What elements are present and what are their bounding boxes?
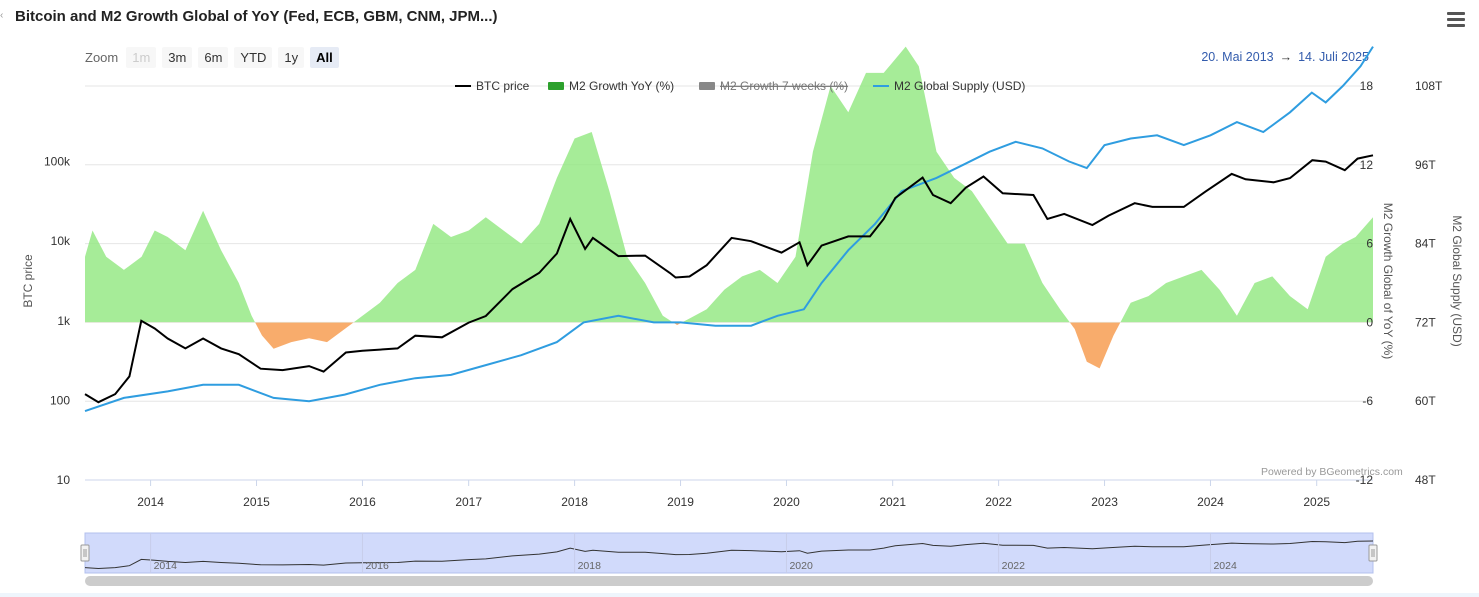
legend-item[interactable]: M2 Growth 7 weeks (%) [699,79,848,93]
zoom-button-ytd[interactable]: YTD [234,47,273,68]
m2-supply-axis-tick: 60T [1415,394,1436,408]
x-axis-tick: 2014 [137,495,164,509]
btc-axis-title: BTC price [21,254,35,308]
m2-growth-area [85,46,1373,369]
m2-supply-axis-tick: 108T [1415,79,1443,93]
x-axis-tick: 2023 [1091,495,1118,509]
m2-supply-line [84,46,1374,413]
btc-axis-tick: 1k [57,314,71,328]
m2-growth-axis-tick: 0 [1366,315,1373,329]
legend: BTC price M2 Growth YoY (%) M2 Growth 7 we… [455,79,1025,93]
grid-lines [85,85,1373,481]
m2-supply-axis-tick: 84T [1415,237,1436,251]
btc-axis-tick: 10k [51,234,71,248]
m2-growth-negative-area [85,322,1373,369]
navigator-tick: 2018 [578,560,602,572]
navigator-tick: 2020 [789,560,813,572]
m2-supply-axis-tick: 72T [1415,315,1436,329]
navigator-tick: 2016 [365,560,389,572]
legend-label: M2 Growth 7 weeks (%) [720,79,848,93]
x-axis-tick: 2022 [985,495,1012,509]
zoom-button-1m[interactable]: 1m [126,47,157,68]
m2-supply-axis-tick: 48T [1415,473,1436,487]
navigator-tick: 2024 [1213,560,1237,572]
m2-growth-axis-tick: 6 [1366,237,1373,251]
zoom-button-1y[interactable]: 1y [278,47,305,68]
chart-title: Bitcoin and M2 Growth Global of YoY (Fed… [15,8,498,25]
btc-axis-tick: 10 [57,473,71,487]
m2-growth-axis-tick: 12 [1360,158,1374,172]
m2-supply-axis-title: M2 Global Supply (USD) [1450,215,1464,346]
m2-growth-positive-area [85,46,1373,323]
legend-label: M2 Growth YoY (%) [569,79,674,93]
credit-text: Powered by BGeometrics.com [1261,466,1403,478]
navigator-tick: 2022 [1002,560,1026,572]
navigator-handle-left[interactable] [80,544,90,562]
legend-item[interactable]: M2 Growth YoY (%) [548,79,674,93]
m2-supply-axis-tick: 96T [1415,158,1436,172]
btc-price-line [84,154,1374,404]
navigator: 2014 2016 2018 2020 2022 2024 [80,532,1378,586]
x-axis-tick: 2024 [1197,495,1224,509]
navigator-tick: 2014 [154,560,178,572]
legend-label: BTC price [476,79,530,93]
zoom-button-3m[interactable]: 3m [162,47,193,68]
legend-item[interactable]: M2 Global Supply (USD) [873,79,1025,93]
series-lines [84,46,1374,413]
navigator-series [84,540,1374,570]
axis-labels: 101001k10k100k-12-606121848T60T72T84T96T… [21,79,1464,509]
zoom-controls: Zoom 1m 3m 6m YTD 1y All [85,47,339,68]
btc-axis-tick: 100 [50,393,70,407]
navigator-window [84,532,1374,574]
x-axis-tick: 2021 [879,495,906,509]
date-range: 20. Mai 2013 → 14. Juli 2025 [1201,50,1369,64]
footer-strip [0,593,1479,597]
x-axis-tick: 2017 [455,495,482,509]
range-arrow: → [1279,50,1293,64]
navigator-scrollbar[interactable] [85,576,1373,586]
zoom-button-all[interactable]: All [310,47,339,68]
m2-growth-axis-tick: 18 [1360,79,1374,93]
m2-growth-axis-title: M2 Growth Global of YoY (%) [1381,203,1395,360]
range-from-input[interactable]: 20. Mai 2013 [1201,50,1274,64]
edge-marker: ‹ [0,10,4,21]
legend-item[interactable]: BTC price [455,79,530,93]
x-axis-tick: 2016 [349,495,376,509]
x-axis-tick: 2025 [1303,495,1330,509]
legend-swatch [699,82,715,90]
m2-growth-axis-tick: -6 [1362,394,1373,408]
hamburger-menu-icon[interactable] [1447,12,1465,28]
x-axis-tick: 2015 [243,495,270,509]
x-axis-tick: 2018 [561,495,588,509]
legend-swatch [548,82,564,90]
zoom-label: Zoom [85,50,119,65]
range-to-input[interactable]: 14. Juli 2025 [1298,50,1369,64]
legend-label: M2 Global Supply (USD) [894,79,1025,93]
zoom-button-6m[interactable]: 6m [198,47,229,68]
navigator-handle-right[interactable] [1368,544,1378,562]
btc-axis-tick: 100k [44,155,71,169]
x-axis-tick: 2020 [773,495,800,509]
x-axis-tick: 2019 [667,495,694,509]
